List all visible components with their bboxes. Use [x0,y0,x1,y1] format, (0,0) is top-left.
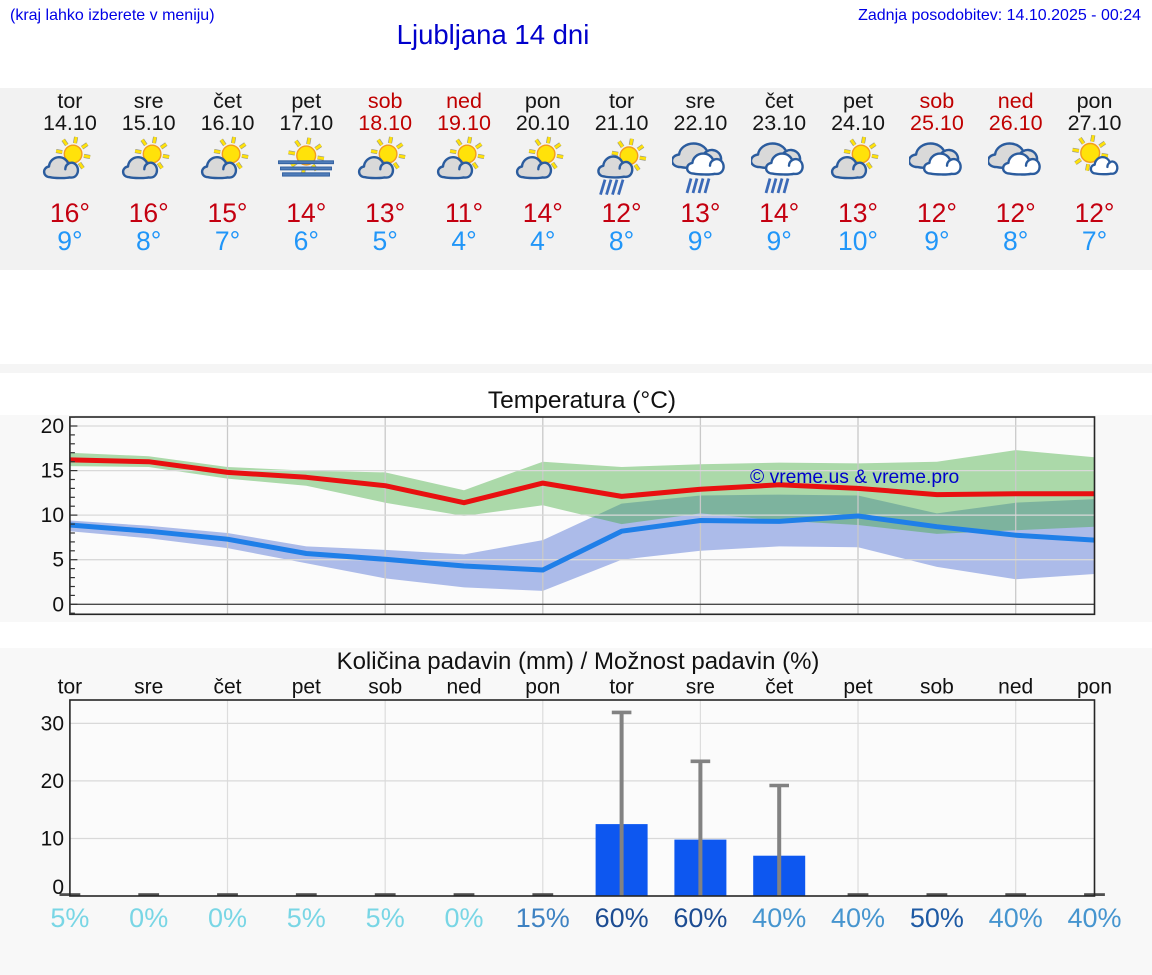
svg-text:tor: tor [58,676,83,699]
svg-text:10: 10 [41,504,64,527]
svg-text:20: 20 [41,770,64,793]
svg-text:sob: sob [368,676,402,699]
svg-text:20: 20 [41,415,64,438]
svg-text:sre: sre [134,676,163,699]
svg-text:pon: pon [525,676,560,699]
svg-text:sob: sob [920,676,954,699]
svg-text:5%: 5% [366,903,405,933]
svg-text:30: 30 [41,712,64,735]
svg-text:Temperatura (°C): Temperatura (°C) [488,387,676,414]
svg-text:čet: čet [765,676,793,699]
svg-text:pet: pet [843,676,872,699]
svg-text:40%: 40% [1067,903,1121,933]
svg-text:50%: 50% [910,903,964,933]
svg-text:tor: tor [609,676,634,699]
svg-text:0%: 0% [208,903,247,933]
svg-text:0: 0 [52,876,64,899]
svg-text:40%: 40% [752,903,806,933]
svg-text:pon: pon [1077,676,1112,699]
svg-text:5%: 5% [50,903,89,933]
svg-text:čet: čet [213,676,241,699]
svg-text:0%: 0% [444,903,483,933]
svg-text:sre: sre [686,676,715,699]
svg-text:ned: ned [446,676,481,699]
svg-text:Količina padavin (mm) / Možnos: Količina padavin (mm) / Možnost padavin … [337,648,820,675]
svg-text:40%: 40% [989,903,1043,933]
svg-text:5: 5 [52,549,64,572]
svg-text:60%: 60% [673,903,727,933]
svg-text:ned: ned [998,676,1033,699]
svg-text:40%: 40% [831,903,885,933]
svg-text:15: 15 [41,460,64,483]
svg-text:60%: 60% [595,903,649,933]
svg-text:10: 10 [41,828,64,851]
svg-text:© vreme.us & vreme.pro: © vreme.us & vreme.pro [750,467,959,488]
svg-text:pet: pet [292,676,321,699]
svg-text:0%: 0% [129,903,168,933]
svg-text:0: 0 [52,593,64,616]
svg-text:15%: 15% [516,903,570,933]
svg-text:5%: 5% [287,903,326,933]
